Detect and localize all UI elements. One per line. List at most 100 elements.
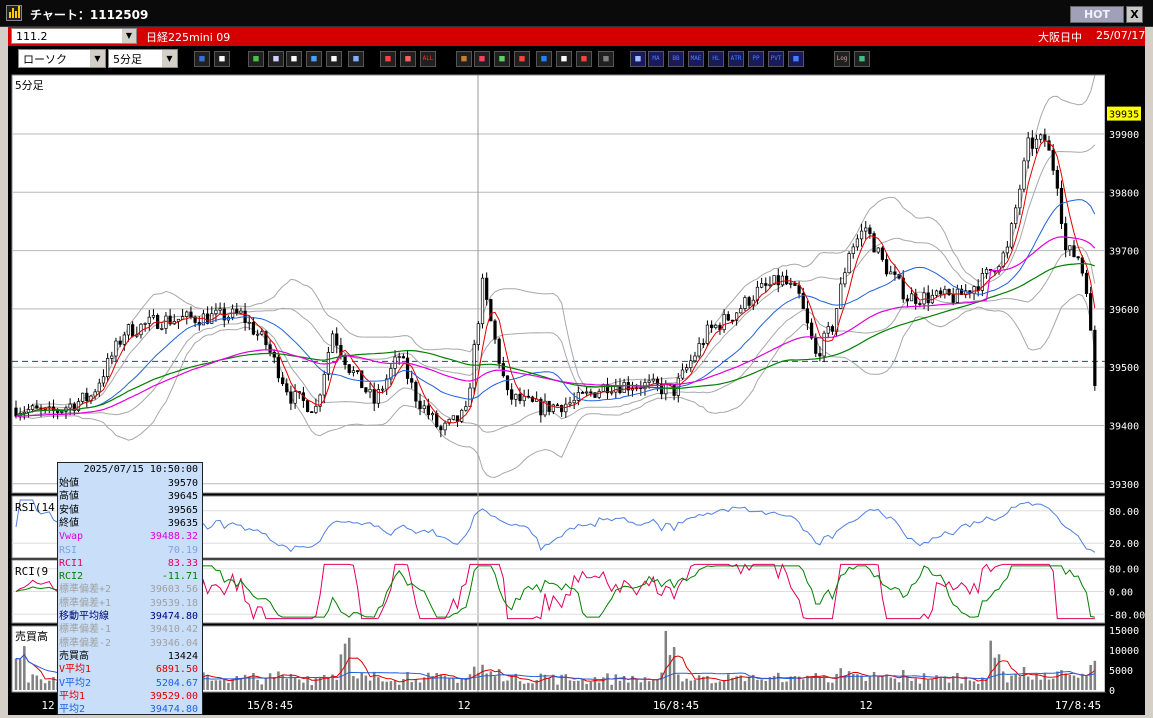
symbol-code-input[interactable]: 111.2 ▼ [11, 28, 137, 44]
bb-icon[interactable]: BB [668, 51, 684, 67]
info-row-value: 6891.50 [155, 664, 198, 676]
candle-body [110, 355, 114, 359]
volume-bar [422, 677, 426, 690]
volume-bar [610, 684, 613, 690]
info-row-label: 終値 [59, 517, 79, 529]
pvt-icon[interactable]: PVT [768, 51, 784, 67]
volume-bar [1031, 679, 1034, 690]
candle-body [855, 238, 860, 248]
candle-body [147, 316, 151, 324]
candle-body [126, 324, 131, 336]
candle-body [460, 409, 464, 422]
trash-icon[interactable]: ■ [348, 51, 364, 67]
candle-body [439, 426, 443, 431]
cursor-icon[interactable]: ■ [286, 51, 302, 67]
candle-body [693, 355, 697, 362]
candle-body [72, 403, 76, 411]
candle-body [1009, 223, 1014, 248]
candle-body [368, 389, 372, 393]
chart-type-select[interactable]: ローソク ▼ [18, 49, 106, 68]
candle-body [722, 314, 726, 331]
candle-body [389, 368, 393, 380]
volume-bar [393, 680, 397, 690]
split-icon[interactable]: ■ [400, 51, 416, 67]
undo-icon[interactable]: ■ [306, 51, 322, 67]
candle-body [914, 293, 918, 304]
chevron-down-icon[interactable]: ▼ [122, 29, 136, 43]
volume-bar [1064, 673, 1067, 690]
trendline-icon[interactable]: ■ [268, 51, 284, 67]
volume-bar [443, 675, 447, 690]
candle-body [1014, 207, 1018, 225]
disabled-icon[interactable]: ■ [598, 51, 614, 67]
table-icon[interactable]: ■ [630, 51, 646, 67]
volume-bar [210, 680, 214, 690]
candle-body [314, 405, 318, 413]
candle-body [1047, 140, 1051, 151]
pp-icon[interactable]: PP [748, 51, 764, 67]
palette-icon[interactable]: ■ [494, 51, 510, 67]
atr-icon[interactable]: ATR [728, 51, 744, 67]
hl-icon[interactable]: HL [708, 51, 724, 67]
candle-body [922, 292, 926, 305]
volume-bar [760, 679, 763, 690]
chevron-down-icon[interactable]: ▼ [90, 50, 105, 67]
layout-icon[interactable]: ■ [214, 51, 230, 67]
volume-bar [989, 640, 992, 690]
search-chart-icon[interactable]: ■ [536, 51, 552, 67]
time-tick-label: 12 [457, 699, 470, 712]
info-row-value: 5204.67 [155, 677, 198, 689]
candle-body [285, 383, 289, 393]
box-icon[interactable]: ■ [788, 51, 804, 67]
ma-icon[interactable]: MA [648, 51, 664, 67]
all-icon[interactable]: ALL [420, 51, 436, 67]
volume-bar [1085, 675, 1088, 690]
candle-body [789, 283, 793, 285]
volume-tick-label: 5000 [1109, 666, 1133, 677]
memo-icon[interactable]: ■ [326, 51, 342, 67]
volume-bar [643, 677, 647, 690]
zoom-icon[interactable]: ■ [194, 51, 210, 67]
flag-icon[interactable]: ■ [576, 51, 592, 67]
alert-icon[interactable]: ■ [514, 51, 530, 67]
volume-tick-label: 0 [1109, 686, 1115, 697]
volume-bar [718, 681, 722, 690]
volume-bar [402, 678, 405, 690]
candle-body [1051, 149, 1055, 171]
volume-bar [664, 630, 668, 690]
chevron-down-icon[interactable]: ▼ [162, 50, 177, 67]
volume-bar [223, 678, 226, 690]
export-icon[interactable]: ■ [854, 51, 870, 67]
hot-button[interactable]: HOT [1070, 6, 1124, 23]
candle-body [60, 410, 64, 413]
candle-body [793, 283, 797, 286]
volume-bar [835, 673, 838, 690]
volume-bar [306, 676, 309, 690]
candle-body [539, 398, 543, 416]
candle-body [335, 333, 339, 346]
candle-body [151, 315, 156, 318]
log-icon[interactable]: Log [834, 51, 850, 67]
time-tick-label: 15/8:45 [247, 699, 293, 712]
close-button[interactable]: X [1126, 6, 1143, 23]
volume-bar [1006, 682, 1009, 690]
brush-icon[interactable]: ■ [474, 51, 490, 67]
pencil-icon[interactable]: ■ [248, 51, 264, 67]
volume-bar [1035, 673, 1038, 690]
volume-bar [447, 678, 451, 690]
candle-body [131, 324, 135, 337]
volume-bar [1022, 667, 1026, 690]
info-row-label: 標準偏差-2 [59, 637, 112, 649]
settings-icon[interactable]: ■ [456, 51, 472, 67]
volume-bar [627, 682, 630, 690]
candle-icon[interactable]: ■ [380, 51, 396, 67]
candle-body [951, 294, 955, 303]
candle-body [655, 378, 660, 385]
interval-select[interactable]: 5分足 ▼ [108, 49, 178, 68]
grid-icon[interactable]: ■ [556, 51, 572, 67]
mae-icon[interactable]: MAE [688, 51, 704, 67]
candle-body [560, 405, 564, 413]
price-tick-label: 39800 [1109, 188, 1139, 199]
volume-bar [314, 678, 318, 690]
candle-body [268, 344, 272, 353]
